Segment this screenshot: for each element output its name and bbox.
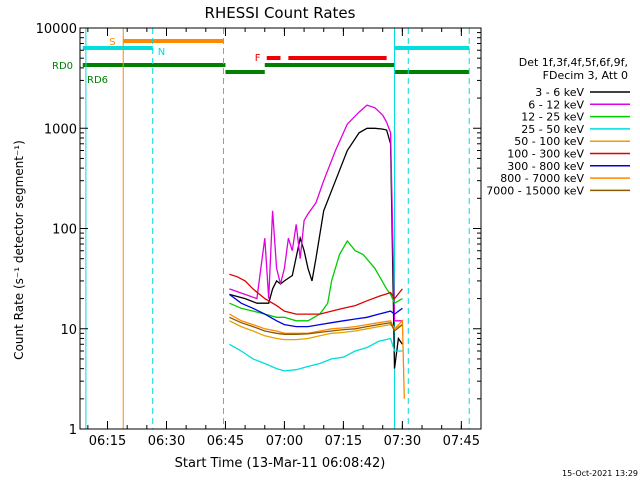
series-line-3-6-kev	[229, 127, 403, 369]
y-tick-label: 1000	[44, 122, 77, 137]
flag-label-s: S	[109, 37, 115, 48]
flag-label-n: N	[158, 47, 165, 58]
x-tick-label: 07:30	[384, 434, 421, 449]
series-line-7000-15000-kev	[229, 316, 403, 335]
legend-entry-label: 800 - 7000 keV	[500, 172, 584, 185]
x-tick-label: 07:00	[266, 434, 303, 449]
x-tick-label: 07:15	[325, 434, 362, 449]
series-line-800-7000-kev	[229, 313, 405, 399]
x-tick-label: 07:45	[443, 434, 480, 449]
series-line-100-300-kev	[229, 273, 403, 315]
y-axis-label: Count Rate (s⁻¹ detector segment⁻¹)	[12, 140, 26, 360]
legend-entry-label: 12 - 25 keV	[521, 111, 584, 124]
legend-entry-label: 3 - 6 keV	[535, 86, 584, 99]
x-axis-label: Start Time (13-Mar-11 06:08:42)	[175, 456, 386, 471]
plot-area: S N RD0 RD6 F 1 10 100 1000 10000 06:15 06:30 06:45 0…	[36, 22, 482, 449]
legend-entry-label: 50 - 100 keV	[514, 135, 584, 148]
x-tick-label: 06:30	[148, 434, 185, 449]
legend-header-line-1: Det 1f,3f,4f,5f,6f,9f,	[519, 56, 628, 69]
y-tick-label: 10	[60, 323, 77, 338]
series-line-300-800-kev	[229, 293, 403, 328]
series-line-25-50-kev	[229, 337, 403, 372]
x-tick-label: 06:15	[89, 434, 126, 449]
chart-title: RHESSI Count Rates	[205, 4, 356, 22]
legend-entry-label: 6 - 12 keV	[528, 98, 584, 111]
plot-frame	[79, 27, 482, 430]
timestamp: 15-Oct-2021 13:29	[562, 469, 638, 478]
series-line-6-12-kev	[229, 104, 403, 322]
legend-entry-label: 100 - 300 keV	[507, 148, 584, 161]
y-tick-label: 10000	[36, 22, 77, 37]
y-tick-label: 100	[52, 223, 77, 238]
legend-entry-label: 25 - 50 keV	[521, 123, 584, 136]
flag-label-rd0: RD0	[52, 61, 73, 72]
legend-entry-label: 300 - 800 keV	[507, 160, 584, 173]
y-tick-label: 1	[69, 423, 77, 438]
flag-label-rd6: RD6	[87, 75, 108, 86]
legend-entry-label: 7000 - 15000 keV	[486, 184, 584, 197]
legend-header-line-2: FDecim 3, Att 0	[543, 69, 628, 82]
flag-label-f: F	[255, 53, 261, 64]
series-line-50-100-kev	[229, 320, 403, 341]
x-tick-label: 06:45	[207, 434, 244, 449]
